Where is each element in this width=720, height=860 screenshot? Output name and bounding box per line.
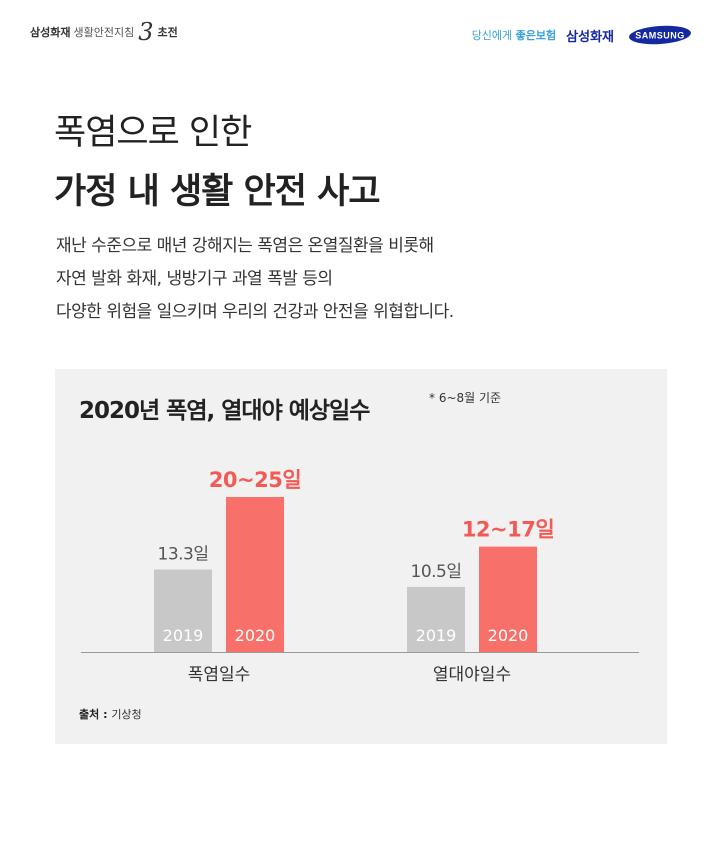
bar-series-label: 2020 (488, 626, 529, 645)
data-label: 20~25일 (209, 468, 301, 492)
source-text: 기상청 (111, 708, 142, 721)
chart-title: 2020년 폭염, 열대야 예상일수 (79, 398, 370, 424)
campaign-brand: 삼성화재 생활안전지침 3 초전 (30, 18, 178, 46)
category-label: 열대야일수 (433, 665, 511, 685)
tagline: 당신에게 좋은보험 (472, 27, 556, 43)
bar-series-label: 2019 (416, 626, 457, 645)
top-bar: 삼성화재 생활안전지침 3 초전 당신에게 좋은보험 삼성화재 SAMSUNG (0, 0, 720, 70)
page-title-line1: 폭염으로 인한 (54, 113, 252, 153)
description-line: 다양한 위험을 일으키며 우리의 건강과 안전을 위협합니다. (56, 302, 454, 322)
description-line: 재난 수준으로 매년 강해지는 폭염은 온열질환을 비롯해 (56, 236, 434, 256)
description-line: 자연 발화 화재, 냉방기구 과열 폭발 등의 (56, 269, 333, 289)
data-label: 12~17일 (462, 518, 554, 542)
campaign-name: 생활안전지침 (73, 26, 135, 39)
bar-2020-1 (479, 546, 537, 652)
company-name: 삼성화재 (566, 29, 614, 45)
description: 재난 수준으로 매년 강해지는 폭염은 온열질환을 비롯해 자연 발화 화재, … (56, 230, 656, 329)
chart-note: * 6~8월 기준 (429, 391, 502, 405)
campaign-company: 삼성화재 (30, 26, 71, 39)
tagline-prefix: 당신에게 (471, 29, 513, 42)
page-title-line2: 가정 내 생활 안전 사고 (54, 172, 381, 212)
source: 출처 : 기상청 (79, 706, 142, 722)
samsung-logo-text: SAMSUNG (635, 31, 685, 41)
data-label: 13.3일 (158, 545, 209, 565)
tagline-bold: 좋은보험 (515, 29, 557, 42)
company-brand: 당신에게 좋은보험 삼성화재 SAMSUNG (472, 24, 692, 46)
campaign-logo-numeral: 3 (138, 18, 154, 46)
bar-series-label: 2020 (235, 626, 276, 645)
source-label: 출처 : (79, 708, 108, 721)
bar-series-label: 2019 (163, 626, 204, 645)
campaign-suffix: 초전 (157, 26, 178, 39)
samsung-logo: SAMSUNG (629, 25, 691, 45)
bar-2020-0 (226, 497, 284, 652)
category-label: 폭염일수 (188, 665, 251, 685)
bar-2019-1 (407, 586, 465, 652)
bar-2019-0 (154, 569, 212, 652)
data-label: 10.5일 (411, 562, 462, 582)
